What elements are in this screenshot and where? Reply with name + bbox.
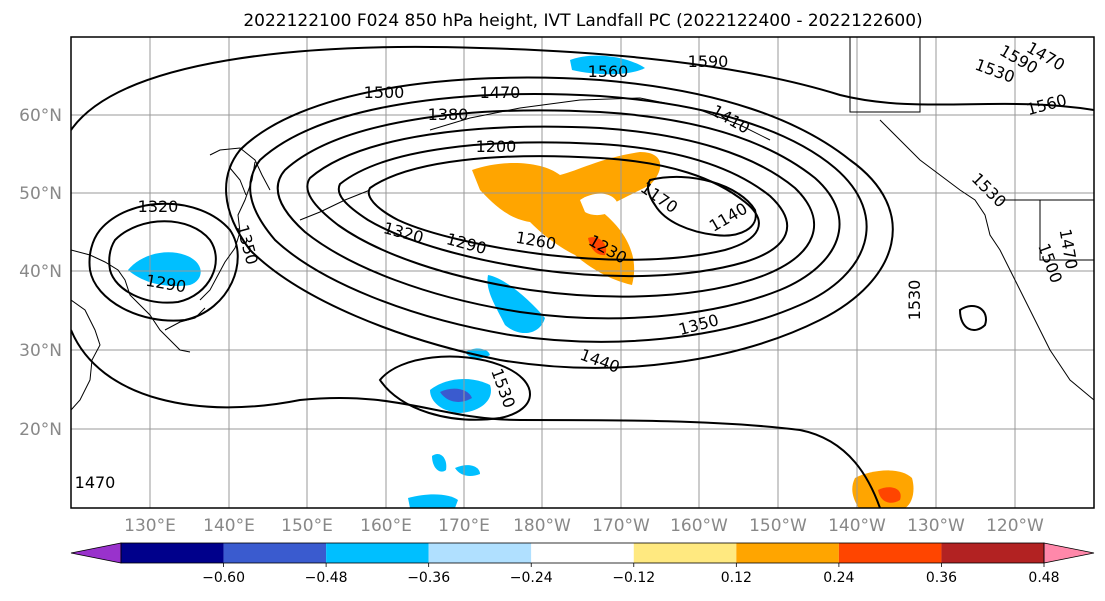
colorbar-segment <box>633 543 737 563</box>
lat-label: 50°N <box>19 184 62 204</box>
lon-label: 160°W <box>670 516 728 536</box>
ivt-positive-region <box>472 152 661 285</box>
colorbar-tick-label: 0.48 <box>1028 570 1059 586</box>
height-contours <box>71 45 1094 508</box>
colorbar-segment <box>223 543 327 563</box>
contour-ring-4 <box>306 125 815 298</box>
lon-label: 130°W <box>907 516 965 536</box>
contour-label: 1380 <box>428 105 469 124</box>
ivt-strong-positive <box>588 237 607 256</box>
lat-label: 40°N <box>19 262 62 282</box>
contour-label: 1560 <box>588 62 629 81</box>
colorbar-tick-label: −0.12 <box>612 570 655 586</box>
contour-core <box>646 175 757 237</box>
lon-label: 150°W <box>749 516 807 536</box>
contour-label: 1530 <box>905 280 924 321</box>
map-title: 2022122100 F024 850 hPa height, IVT Land… <box>243 11 922 31</box>
ivt-negative-south-2 <box>455 465 480 476</box>
colorbar-segment <box>326 543 429 563</box>
ivt-negative-japan <box>128 252 201 287</box>
contour-japan-low-1 <box>88 202 239 322</box>
coast-na-border <box>1000 199 1094 261</box>
contour-label: 1200 <box>476 137 517 156</box>
map-area <box>71 37 1094 508</box>
lat-label: 30°N <box>19 341 62 361</box>
ivt-negative-south-3 <box>408 494 458 508</box>
lat-label: 20°N <box>19 420 62 440</box>
colorbar-tick-label: 0.24 <box>823 570 854 586</box>
contour-subtropical-high <box>378 355 531 421</box>
contour-label: 1320 <box>138 197 179 216</box>
lon-label: 170°W <box>592 516 650 536</box>
longitude-labels: 130°E 140°E 150°E 160°E 170°E 180°W 170°… <box>124 516 1044 536</box>
contour-ring-6 <box>367 155 760 261</box>
lon-label: 170°E <box>438 516 490 536</box>
lon-label: 130°E <box>124 516 176 536</box>
lon-label: 140°W <box>828 516 886 536</box>
colorbar-tick-label: −0.60 <box>202 570 245 586</box>
colorbar-segment <box>736 543 839 563</box>
lon-label: 140°E <box>203 516 255 536</box>
contour-east-loop <box>958 305 987 331</box>
ivt-neutral-hole <box>580 193 618 216</box>
contour-ring-3 <box>276 109 841 320</box>
coastlines <box>71 37 1094 411</box>
colorbar-extend-high <box>1043 542 1095 564</box>
coast-kamchatka <box>209 147 271 196</box>
colorbar-tick-label: −0.36 <box>407 570 450 586</box>
ivt-strong-southeast <box>878 487 901 503</box>
contour-label: 1590 <box>688 52 729 71</box>
colorbar-segment <box>531 543 634 563</box>
latitude-labels: 60°N 50°N 40°N 30°N 20°N <box>19 106 62 440</box>
coast-aleutians <box>299 97 771 221</box>
map-frame <box>70 36 1095 509</box>
lon-label: 180°W <box>513 516 571 536</box>
gridlines <box>71 37 1094 508</box>
coast-alaska <box>849 37 1094 401</box>
ivt-negative-midpacific <box>487 275 545 334</box>
colorbar-outline <box>120 542 1045 564</box>
ivt-negative-north <box>570 55 645 75</box>
colorbar-tick-label: 0.36 <box>926 570 957 586</box>
colorbar-segment <box>941 543 1044 563</box>
colorbar-segment <box>121 543 224 563</box>
lon-label: 160°E <box>360 516 412 536</box>
contour-ring-1 <box>225 76 894 369</box>
contour-label: 1470 <box>480 83 521 102</box>
colorbar-segment <box>838 543 942 563</box>
contour-label: 1500 <box>364 83 405 102</box>
colorbar-extend-low <box>70 542 122 564</box>
lon-label: 150°E <box>281 516 333 536</box>
colorbar-segment <box>428 543 532 563</box>
contour-ring-2 <box>249 93 868 343</box>
lat-label: 60°N <box>19 106 62 126</box>
lon-label: 120°W <box>986 516 1044 536</box>
contour-outer <box>71 45 1094 508</box>
contour-ring-5 <box>337 141 789 278</box>
ivt-negative-south-1 <box>432 453 447 472</box>
contour-japan-low-2 <box>108 220 217 304</box>
contour-label: 1470 <box>75 473 116 492</box>
colorbar-tick-label: 0.12 <box>721 570 752 586</box>
colorbar-tick-label: −0.48 <box>305 570 348 586</box>
colorbar: −0.60 −0.48 −0.36 −0.24 −0.12 0.12 0.24 0.36 0.4… <box>70 542 1095 586</box>
colorbar-tick-label: −0.24 <box>510 570 553 586</box>
coast-asia <box>71 249 191 411</box>
